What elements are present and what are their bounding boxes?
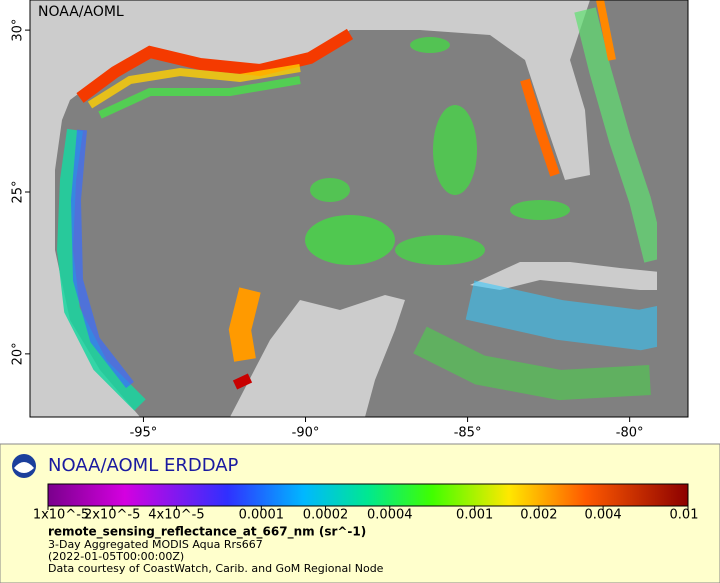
legend-line: 3-Day Aggregated MODIS Aqua Rrs667 [48,538,263,551]
lon-tick-label: -85° [454,426,482,441]
lon-tick-label: -95° [130,426,158,441]
lon-tick-label: -80° [616,426,644,441]
legend-line: (2022-01-05T00:00:00Z) [48,550,184,563]
atlantic [657,0,688,417]
legend-panel [0,443,720,583]
colorbar [47,483,689,507]
coastal-band [232,373,253,390]
colorbar-tick-label: 0.002 [520,508,557,523]
variable-title: remote_sensing_reflectance_at_667_nm (sr… [48,525,366,540]
coastal-band [228,287,261,362]
colorbar-tick-label: 0.01 [670,508,699,523]
colorbar-tick-label: 0.001 [456,508,493,523]
colorbar-tick-label: 0.0004 [367,508,413,523]
lat-tick-label: 20° [11,342,26,365]
coastal-band [596,0,616,61]
coastal-band [76,28,354,103]
coastal-band [98,76,301,119]
patch [510,200,570,220]
colorbar-tick-label: 4x10^-5 [148,508,204,523]
legend-line: Data courtesy of CoastWatch, Carib. and … [48,562,384,575]
lon-tick-label: -90° [292,426,320,441]
coastal-band [574,7,666,263]
patch [433,105,477,195]
patch [310,178,350,202]
colorbar-tick-label: 1x10^-5 [33,508,89,523]
noaa-logo-bird [14,462,34,473]
patch [305,215,395,265]
colorbar-tick-label: 0.0001 [239,508,285,523]
patch [395,235,485,265]
brand: NOAA/AOML ERDDAP [48,455,239,476]
coastal-band [87,64,301,109]
colorbar-tick-label: 0.004 [584,508,621,523]
map-frame [29,0,689,418]
colorbar-tick-label: 2x10^-5 [84,508,140,523]
legend-lines: 3-Day Aggregated MODIS Aqua Rrs667(2022-… [48,538,384,575]
lat-tick-label: 30° [11,19,26,42]
patch [410,37,450,53]
coastal-band [56,128,146,411]
coastal-band [70,129,134,389]
map-area [30,0,688,417]
yucatan [230,295,405,417]
coastal-band [520,78,560,177]
caribbean-band [413,326,651,401]
lat-tick-label: 25° [11,180,26,203]
watermark: NOAA/AOML [38,4,124,20]
colorbar-tick-label: 0.0002 [303,508,349,523]
cuba [470,262,688,290]
